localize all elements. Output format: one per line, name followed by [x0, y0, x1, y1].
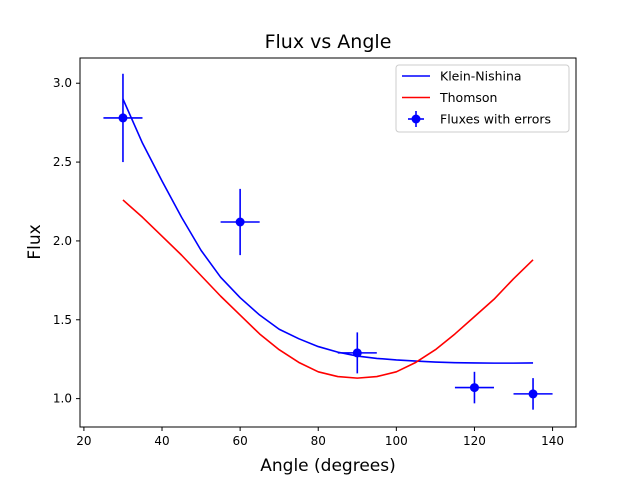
legend-label: Thomson: [439, 90, 497, 105]
y-tick-label: 2.0: [53, 234, 72, 248]
legend-box: [395, 64, 570, 133]
x-tick-label: 80: [311, 434, 326, 448]
y-axis-label: Flux: [25, 224, 45, 259]
data-marker: [352, 348, 362, 358]
axes-frame: [79, 57, 577, 428]
y-tick-label: 2.5: [53, 155, 72, 169]
data-point: [337, 332, 377, 374]
y-tick-label: 3.0: [53, 76, 72, 90]
legend-label: Klein-Nishina: [440, 69, 522, 84]
plot-area: 20 40 60 80 100 120 140 1.0 1.5 2.0 2.5 3.0: [53, 57, 577, 448]
data-marker: [469, 383, 479, 393]
data-point: [220, 188, 260, 256]
series-line-thomson: [122, 199, 534, 379]
chart-title: Flux vs Angle: [265, 31, 392, 53]
legend-item: Klein-Nishina: [402, 69, 522, 84]
legend-item: Thomson: [402, 90, 497, 105]
data-point: [454, 371, 494, 404]
y-tick-label: 1.5: [53, 313, 72, 327]
legend-label: Fluxes with errors: [440, 112, 551, 127]
x-tick-label: 140: [541, 434, 564, 448]
x-tick-label: 120: [463, 434, 486, 448]
x-axis-label: Angle (degrees): [260, 456, 395, 476]
x-tick-label: 40: [154, 434, 169, 448]
y-tick-label: 1.0: [53, 392, 72, 406]
data-point: [513, 378, 553, 410]
legend-swatch-marker: [411, 114, 421, 124]
x-tick-label: 100: [385, 434, 408, 448]
legend-item: Fluxes with errors: [408, 111, 551, 127]
legend: Klein-Nishina Thomson Fluxes with errors: [395, 64, 570, 133]
x-tick-label: 20: [76, 434, 91, 448]
x-tick-label: 60: [232, 434, 247, 448]
data-marker: [118, 113, 128, 123]
data-point: [103, 73, 143, 163]
data-marker: [528, 389, 538, 399]
series-line-klein-nishina: [122, 98, 534, 364]
data-marker: [235, 217, 245, 227]
